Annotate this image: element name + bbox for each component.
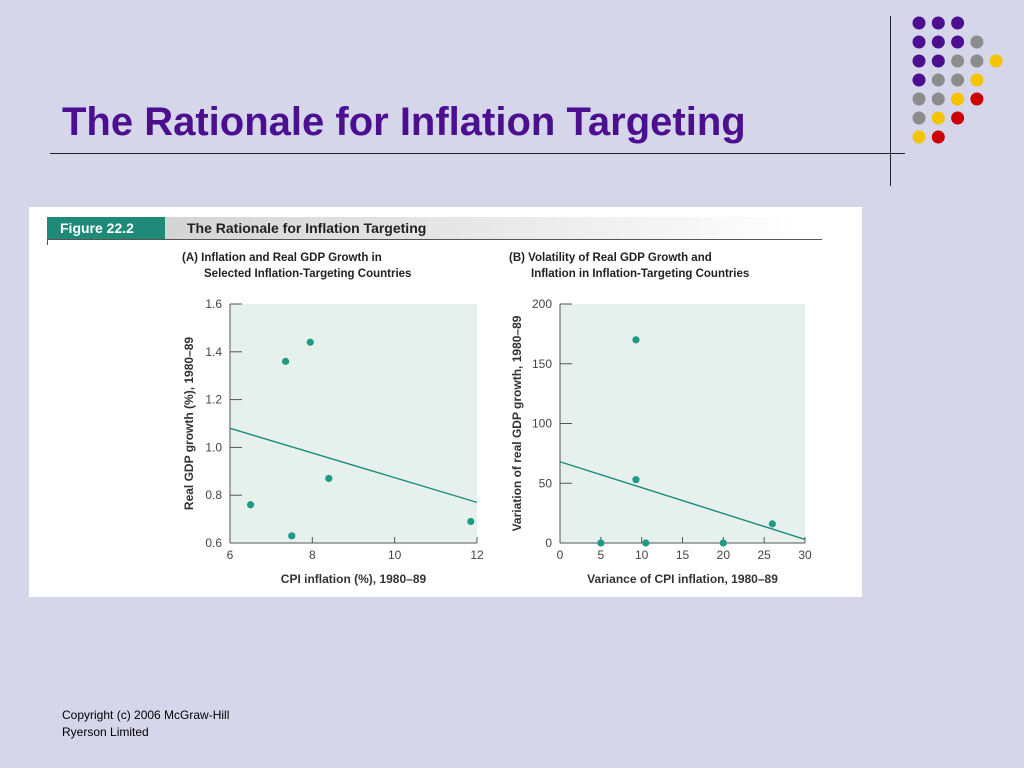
decor-dot xyxy=(951,111,965,125)
chart-a-y-tick-label: 1.0 xyxy=(205,440,222,454)
decor-dot xyxy=(951,16,965,30)
chart-a-x-tick-label: 6 xyxy=(227,548,234,562)
chart-b-plot-area xyxy=(560,304,805,543)
chart-a-data-point xyxy=(306,338,314,346)
chart-b-trend-line xyxy=(559,461,806,541)
chart-b-x-tick-label: 5 xyxy=(597,548,604,562)
chart-a-data-point xyxy=(325,474,333,483)
decor-dot xyxy=(951,35,965,49)
decor-dot xyxy=(931,35,945,49)
decor-dot xyxy=(912,54,926,68)
figure-title: The Rationale for Inflation Targeting xyxy=(165,217,802,239)
chart-a-data-point xyxy=(467,517,475,526)
chart-b-x-tick-label: 0 xyxy=(557,548,564,562)
decor-dot xyxy=(931,111,945,125)
decor-dot xyxy=(951,73,965,87)
decor-dot xyxy=(912,35,926,49)
decor-dot xyxy=(912,111,926,125)
slide-title: The Rationale for Inflation Targeting xyxy=(62,100,746,144)
chart-b-x-tick-label: 15 xyxy=(676,548,690,562)
chart-b-data-point xyxy=(597,539,605,547)
chart-a-data-point xyxy=(281,357,290,365)
chart-b-data-point xyxy=(642,539,650,547)
chart-b-x-tick-label: 30 xyxy=(798,548,812,562)
chart-a-y-tick-label: 1.6 xyxy=(205,297,222,311)
chart-b: 0 5 10 15 20 25 30 0 50 100 150 200 Variance of CPI … xyxy=(510,297,812,586)
chart-a-y-tick-label: 0.8 xyxy=(205,488,222,502)
chart-a-x-tick-label: 12 xyxy=(470,548,484,562)
panel-b-heading: (B) Volatility of Real GDP Growth and In… xyxy=(509,250,749,282)
chart-a-x-axis-label: CPI inflation (%), 1980–89 xyxy=(281,572,427,586)
panel-a-heading: (A) Inflation and Real GDP Growth in Sel… xyxy=(182,250,411,282)
chart-b-data-point xyxy=(768,520,776,528)
figure-header-tick xyxy=(47,239,48,245)
decor-dot xyxy=(951,54,965,68)
chart-a-y-tick-label: 1.2 xyxy=(205,393,222,407)
chart-b-x-axis-label: Variance of CPI inflation, 1980–89 xyxy=(587,572,778,586)
chart-b-data-point xyxy=(632,476,640,484)
chart-a-y-axis-label: Real GDP growth (%), 1980–89 xyxy=(182,337,196,511)
panel-a-heading-line2: Selected Inflation-Targeting Countries xyxy=(204,268,412,280)
copyright-notice: Copyright (c) 2006 McGraw-Hill Ryerson L… xyxy=(62,707,229,741)
chart-b-y-tick-label: 150 xyxy=(532,357,552,371)
decor-dot xyxy=(931,92,945,106)
chart-b-y-tick-label: 100 xyxy=(532,417,552,431)
decor-dot xyxy=(912,130,926,144)
panel-b-heading-line2: Inflation in Inflation-Targeting Countri… xyxy=(531,268,750,280)
chart-b-y-tick-label: 0 xyxy=(545,536,552,550)
decor-dot xyxy=(970,54,984,68)
decor-dot xyxy=(912,92,926,106)
decor-dot xyxy=(931,54,945,68)
chart-b-x-tick-label: 20 xyxy=(717,548,731,562)
chart-b-y-axis-label: Variation of real GDP growth, 1980–89 xyxy=(510,315,524,531)
chart-a-trend-line xyxy=(229,427,478,504)
vertical-rule xyxy=(890,16,891,186)
copyright-line2: Ryerson Limited xyxy=(62,725,149,739)
chart-a-plot-area xyxy=(230,304,477,543)
chart-a-x-tick-label: 8 xyxy=(309,548,316,562)
chart-b-x-tick-label: 25 xyxy=(757,548,771,562)
figure-header: Figure 22.2 The Rationale for Inflation … xyxy=(47,217,802,239)
panel-a-heading-line1: (A) Inflation and Real GDP Growth in xyxy=(182,252,382,264)
decor-dot xyxy=(912,16,926,30)
decor-dot xyxy=(970,92,984,106)
chart-b-y-tick-label: 200 xyxy=(532,297,552,311)
decor-dot xyxy=(912,73,926,87)
copyright-line1: Copyright (c) 2006 McGraw-Hill xyxy=(62,708,230,722)
chart-a-data-point xyxy=(246,501,255,509)
chart-a-y-tick-label: 0.6 xyxy=(205,536,222,550)
panel-b-heading-line1: (B) Volatility of Real GDP Growth and xyxy=(509,252,712,264)
figure-badge: Figure 22.2 xyxy=(47,217,165,239)
chart-b-y-tick-label: 50 xyxy=(539,476,553,490)
chart-a: 6 8 10 12 0.6 0.8 1.0 1.2 1.4 1.6 CPI inflation (%… xyxy=(182,297,484,586)
decor-dot xyxy=(931,16,945,30)
decor-dot xyxy=(970,35,984,49)
decor-dot xyxy=(931,130,945,144)
figure-panel: Figure 22.2 The Rationale for Inflation … xyxy=(29,207,862,597)
figure-header-rule xyxy=(47,239,822,240)
decor-dot xyxy=(970,73,984,87)
chart-b-data-point xyxy=(632,336,640,344)
chart-a-data-point xyxy=(288,532,296,540)
title-rule xyxy=(50,153,905,154)
decor-dot xyxy=(931,73,945,87)
chart-a-y-tick-label: 1.4 xyxy=(205,345,222,359)
decor-dot xyxy=(989,54,1003,68)
chart-b-data-point xyxy=(719,539,727,547)
chart-b-x-tick-label: 10 xyxy=(635,548,649,562)
chart-a-x-tick-label: 10 xyxy=(388,548,402,562)
decor-dot xyxy=(951,92,965,106)
